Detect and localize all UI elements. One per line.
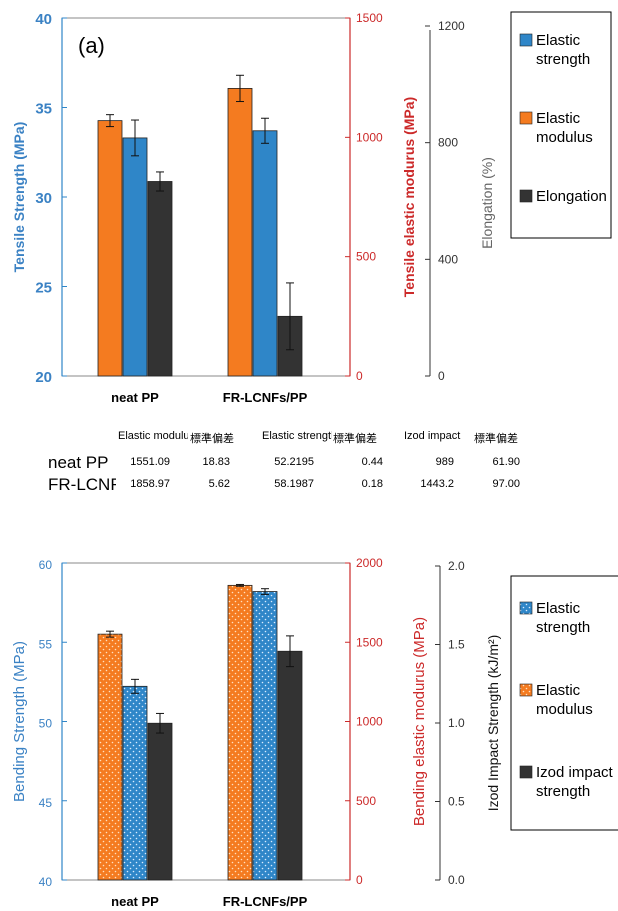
y-axis-title: Elongation (%) (479, 157, 495, 249)
table-cell: 989 (435, 456, 454, 468)
y-axis-title: Bending Strength (MPa) (11, 641, 28, 802)
tick-label: 1500 (356, 11, 383, 25)
legend-box (510, 11, 612, 239)
tick-label: 500 (356, 250, 376, 264)
legend-label: Elastic (536, 600, 581, 617)
legend-swatch (519, 33, 533, 47)
table-header: Izod impact (404, 430, 461, 442)
table-cell: 18.83 (202, 456, 230, 468)
tick-label: 0 (356, 873, 363, 887)
bar (227, 88, 253, 377)
legend-swatch (519, 111, 533, 125)
tick-label: 35 (35, 101, 52, 118)
tick-label: 1500 (356, 635, 383, 649)
y-axis-title: Izod Impact Strength (kJ/m²) (485, 635, 501, 812)
tick-label: 30 (35, 190, 52, 207)
legend-label: Elastic (536, 32, 581, 49)
table-header-row: Elastic modulus 標準偏差 Elastic strength 標準… (0, 430, 618, 452)
bar (147, 722, 173, 881)
table-cell: 1551.09 (130, 456, 170, 468)
legend-label: strength (536, 783, 590, 800)
table-header: Elastic strength (262, 430, 332, 442)
table-cell: 1858.97 (130, 478, 170, 490)
tick-label: 400 (438, 252, 458, 266)
tick-label: 1.0 (448, 716, 465, 730)
table-row-label: FR-LCNFs/PP (48, 475, 116, 494)
tick-label: 40 (35, 11, 52, 28)
tick-label: 2000 (356, 556, 383, 570)
x-tick-label: FR-LCNFs/PP (223, 390, 308, 405)
tick-label: 2.0 (448, 559, 465, 573)
bar (252, 591, 278, 881)
bar (252, 130, 278, 377)
legend-label: modulus (536, 701, 593, 718)
bar (277, 650, 303, 881)
legend-label: Elongation (536, 188, 607, 205)
table-cell: 61.90 (492, 456, 520, 468)
bar (97, 120, 123, 377)
tick-label: 1200 (438, 19, 465, 33)
bar (147, 181, 173, 377)
tick-label: 0.0 (448, 873, 465, 887)
legend-label: Izod impact (536, 764, 614, 781)
legend-swatch (519, 189, 533, 203)
table-header: Elastic modulus (118, 430, 188, 442)
tick-label: 40 (39, 875, 53, 889)
table-cell: 0.18 (361, 478, 383, 490)
table-header: 標準偏差 (190, 433, 234, 445)
table-header: 標準偏差 (474, 433, 518, 445)
y-axis-title: Tensile Strength (MPa) (11, 122, 27, 273)
tick-label: 55 (39, 637, 53, 651)
table-cell: 1443.2 (420, 478, 454, 490)
bar (122, 137, 148, 377)
y-axis-title: Bending elastic modurus (MPa) (411, 617, 428, 826)
table-header: 標準偏差 (333, 433, 377, 445)
x-tick-label: neat PP (111, 894, 159, 909)
tick-label: 0.5 (448, 795, 465, 809)
tick-label: 800 (438, 136, 458, 150)
table-cell: 52.2195 (274, 456, 314, 468)
legend-label: Elastic (536, 682, 581, 699)
data-table: Elastic modulus 標準偏差 Elastic strength 標準… (0, 430, 618, 500)
legend-label: Elastic (536, 110, 581, 127)
tick-label: 0 (356, 369, 363, 383)
legend-box (510, 575, 618, 831)
table-row-label: neat PP (48, 453, 109, 472)
tensile-chart: 202530354005001000150004008001200Tensile… (11, 11, 612, 405)
tick-label: 45 (39, 796, 53, 810)
legend-label: modulus (536, 129, 593, 146)
legend-label: strength (536, 51, 590, 68)
tick-label: 1000 (356, 130, 383, 144)
x-tick-label: neat PP (111, 390, 159, 405)
table-row: neat PP 1551.09 18.83 52.2195 0.44 989 6… (0, 453, 618, 478)
table-cell: 0.44 (361, 456, 383, 468)
bar (227, 584, 253, 881)
tick-label: 1000 (356, 715, 383, 729)
bending-chart: 40 45 50 55 60 0 500 1000 1500 2000 0.0 0.5 1.0 1.5 2.… (11, 556, 618, 909)
tick-label: 1.5 (448, 638, 465, 652)
legend-swatch (519, 601, 533, 615)
tick-label: 20 (35, 369, 52, 386)
tick-label: 0 (438, 369, 445, 383)
panel-label: (a) (78, 33, 105, 58)
bar (122, 685, 148, 881)
tick-label: 60 (39, 558, 53, 572)
x-tick-label: FR-LCNFs/PP (223, 894, 308, 909)
bar (97, 633, 123, 881)
y-axis-title: Tensile elastic modurus (MPa) (401, 97, 417, 297)
table-cell: 97.00 (492, 478, 520, 490)
legend-swatch (519, 765, 533, 779)
table-row: FR-LCNFs/PP 1858.97 5.62 58.1987 0.18 14… (0, 475, 618, 500)
tick-label: 25 (35, 280, 52, 297)
table-cell: 5.62 (208, 478, 230, 490)
table-cell: 58.1987 (274, 478, 314, 490)
tick-label: 500 (356, 794, 376, 808)
legend-label: strength (536, 619, 590, 636)
legend-swatch (519, 683, 533, 697)
tick-label: 50 (39, 717, 53, 731)
